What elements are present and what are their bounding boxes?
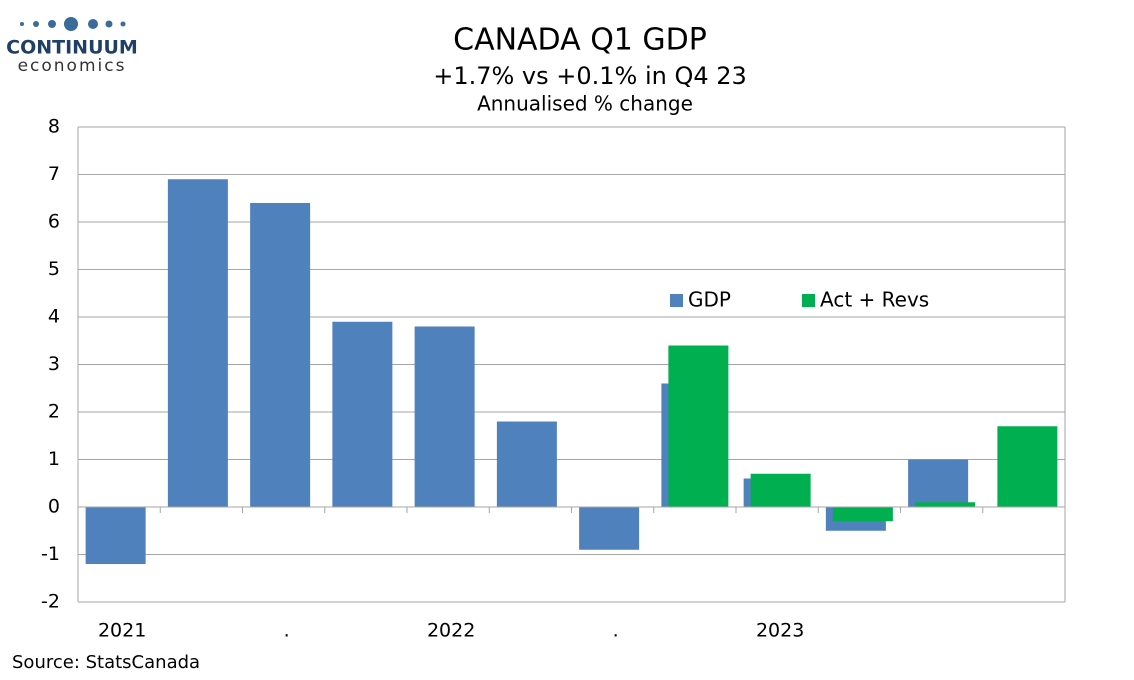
y-tick-label: 7 (48, 163, 60, 185)
bar (496, 421, 557, 507)
y-axis-label: Annualised % change (477, 92, 693, 116)
y-tick-label: -2 (41, 591, 60, 613)
y-tick-label: 5 (48, 258, 60, 280)
legend-swatch (802, 294, 815, 307)
bar (414, 326, 475, 507)
y-tick-label: 0 (48, 496, 60, 518)
legend-swatch (670, 294, 683, 307)
bar (668, 345, 729, 507)
logo-tagline: economics (18, 56, 127, 76)
bar (579, 507, 640, 550)
y-tick-label: -1 (41, 543, 60, 565)
y-tick-label: 3 (48, 353, 60, 375)
y-tick-label: 4 (48, 306, 60, 328)
chart-title: CANADA Q1 GDP (453, 23, 707, 58)
logo-dots (20, 17, 126, 31)
y-tick-label: 2 (48, 401, 60, 423)
bar (915, 502, 976, 507)
logo-name: CONTINUUM (6, 37, 138, 59)
y-tick-label: 8 (48, 116, 60, 138)
source: Source: StatsCanada (12, 652, 200, 673)
bar (85, 507, 146, 564)
legend-label: GDP (688, 288, 731, 312)
bar (750, 473, 811, 507)
legend-label: Act + Revs (820, 288, 929, 312)
x-tick-label: 2022 (427, 620, 475, 642)
chart-subtitle: +1.7% vs +0.1% in Q4 23 (433, 62, 747, 90)
x-tick-label: 2021 (98, 620, 146, 642)
x-tick-label: . (613, 620, 619, 642)
x-tick-label: . (284, 620, 290, 642)
bar (997, 426, 1058, 507)
bar (908, 459, 969, 507)
bar (167, 179, 228, 507)
y-tick-label: 1 (48, 448, 60, 470)
bar (832, 507, 893, 522)
bar (250, 203, 311, 507)
x-tick-label: 2023 (756, 620, 804, 642)
bar (332, 321, 393, 507)
y-tick-label: 6 (48, 211, 60, 233)
